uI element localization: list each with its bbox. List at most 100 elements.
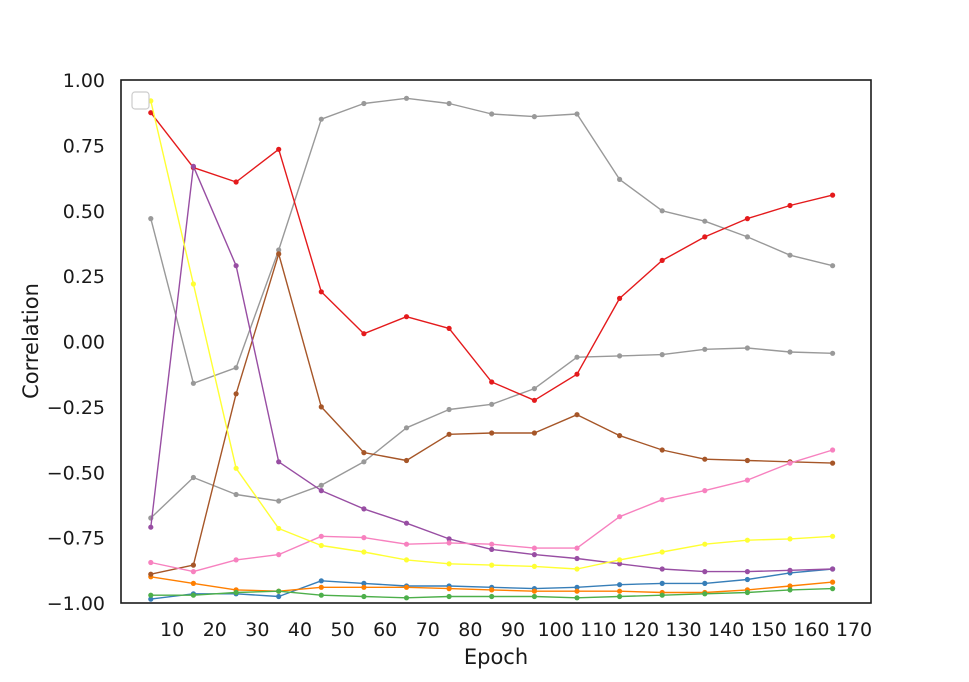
series-6-point xyxy=(361,450,367,456)
series-9-point xyxy=(702,488,708,494)
y-tick-label: 1.00 xyxy=(63,70,105,92)
series-4-point xyxy=(318,482,324,488)
series-5-point xyxy=(489,111,495,117)
x-tick-label: 80 xyxy=(458,619,482,641)
series-6-line xyxy=(150,253,833,575)
series-4-point xyxy=(276,498,282,504)
y-tick-label: −0.75 xyxy=(47,528,105,550)
series-5-point xyxy=(190,380,196,386)
series-9-point xyxy=(744,477,751,483)
series-7-point xyxy=(403,314,410,320)
series-10-point xyxy=(574,566,580,572)
series-10-point xyxy=(318,542,324,549)
series-9-point xyxy=(574,545,580,551)
series-8 xyxy=(148,163,836,575)
series-9-line xyxy=(150,449,833,573)
series-9-point xyxy=(318,533,324,539)
series-1-point xyxy=(276,593,282,600)
series-10-point xyxy=(446,561,452,567)
series-4-point xyxy=(830,350,836,356)
series-8-point xyxy=(233,263,239,269)
series-9-point xyxy=(446,540,452,546)
series-6 xyxy=(148,251,836,577)
series-1-point xyxy=(361,580,367,587)
series-5-point xyxy=(659,208,665,214)
y-tick-label: 0.75 xyxy=(63,135,105,157)
series-4-point xyxy=(702,346,708,352)
series-6-point xyxy=(659,447,665,453)
legend-box xyxy=(131,91,150,110)
series-2-point xyxy=(489,587,495,593)
series-3-point xyxy=(233,589,239,596)
series-8-point xyxy=(318,488,324,494)
y-tick-label: 0.00 xyxy=(63,332,105,354)
series-6-point xyxy=(403,457,410,464)
x-tick-label: 90 xyxy=(501,619,525,641)
series-10-point xyxy=(617,557,623,563)
series-7-point xyxy=(830,192,836,198)
series-7-point xyxy=(489,379,495,385)
series-6-point xyxy=(489,430,495,436)
series-3-point xyxy=(744,589,751,596)
x-tick-label: 30 xyxy=(245,619,269,641)
series-7-point xyxy=(361,331,367,337)
y-tick-label: −0.50 xyxy=(47,462,105,484)
series-8-point xyxy=(787,567,793,573)
x-tick-label: 100 xyxy=(538,619,574,641)
x-tick-label: 20 xyxy=(203,619,227,641)
series-10-point xyxy=(403,557,410,563)
series-8-point xyxy=(403,520,410,526)
series-4-point xyxy=(574,354,580,360)
series-4-point xyxy=(659,352,665,358)
series-9-point xyxy=(489,541,495,547)
series-4-point xyxy=(787,349,793,355)
series-4-point xyxy=(361,459,367,465)
x-tick-label: 140 xyxy=(708,619,744,641)
series-3-point xyxy=(403,595,410,601)
series-6-point xyxy=(744,457,751,464)
series-10-point xyxy=(190,281,196,287)
series-9-point xyxy=(233,557,239,563)
series-5-point xyxy=(830,263,836,269)
series-5-point xyxy=(574,111,580,117)
series-1-point xyxy=(148,596,154,602)
series-9-point xyxy=(617,514,623,520)
series-3-point xyxy=(787,587,793,593)
series-6-point xyxy=(318,404,324,410)
x-tick-label: 150 xyxy=(751,619,787,641)
series-7-point xyxy=(787,202,793,209)
series-7-point xyxy=(659,257,665,263)
y-axis-ticks: 1.00 0.75 0.50 0.25 0.00 −0.25 −0.50 −0.75 −1.00 xyxy=(47,70,105,615)
series-5-point xyxy=(617,176,623,182)
series-10-point xyxy=(531,563,538,570)
series-7-point xyxy=(574,371,580,377)
series-7-point xyxy=(148,110,154,116)
series-1-point xyxy=(318,578,324,584)
series-8-point xyxy=(830,566,836,572)
series-8-point xyxy=(702,569,708,575)
series-6-point xyxy=(190,562,196,568)
series-10-point xyxy=(276,525,282,532)
series-3-point xyxy=(659,592,665,598)
x-tick-label: 130 xyxy=(665,619,701,641)
series-10-point xyxy=(659,549,665,555)
series-8-point xyxy=(574,555,580,562)
series-2-point xyxy=(190,580,196,587)
series-9 xyxy=(148,447,836,575)
series-2-point xyxy=(830,579,836,585)
series-9-point xyxy=(403,541,410,547)
series-3-point xyxy=(276,588,282,594)
y-axis-title: Correlation xyxy=(19,283,43,399)
series-5-point xyxy=(233,365,239,371)
series-7-point xyxy=(744,216,751,222)
series-3-point xyxy=(190,592,196,598)
series-6-point xyxy=(702,456,708,462)
x-tick-label: 120 xyxy=(623,619,659,641)
series-4-point xyxy=(233,491,239,498)
series-5-point xyxy=(702,218,708,224)
series-1-point xyxy=(744,576,751,583)
series-10-line xyxy=(150,100,833,570)
series-6-point xyxy=(276,251,282,257)
